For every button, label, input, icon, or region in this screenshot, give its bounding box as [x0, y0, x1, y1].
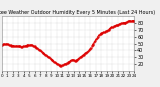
Title: Milwaukee Weather Outdoor Humidity Every 5 Minutes (Last 24 Hours): Milwaukee Weather Outdoor Humidity Every…: [0, 10, 155, 15]
